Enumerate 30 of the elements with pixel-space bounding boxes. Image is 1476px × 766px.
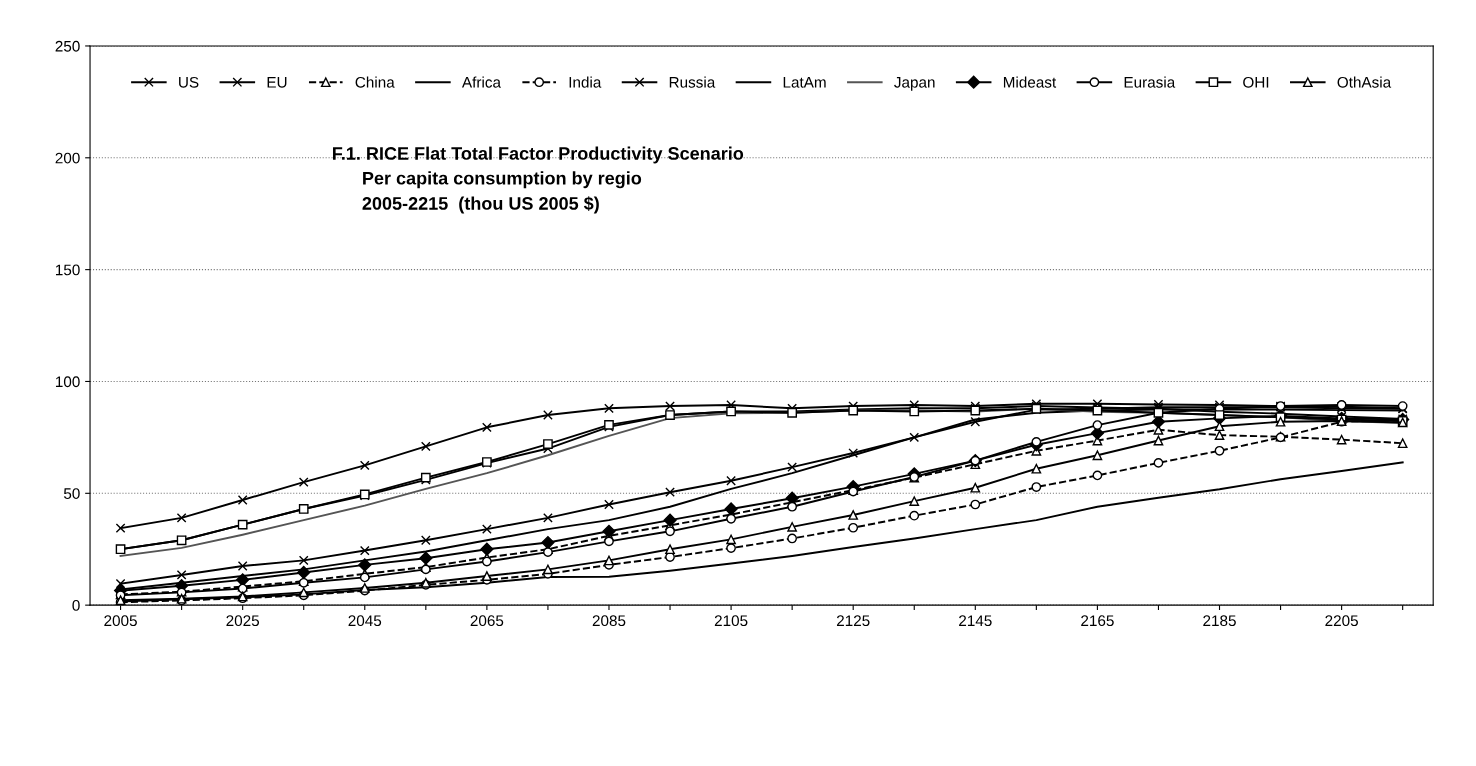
legend-label: China — [355, 76, 395, 88]
legend-label: US — [179, 76, 199, 88]
y-tick-label: 150 — [55, 264, 80, 276]
x-tick-label: 2125 — [836, 615, 870, 627]
y-tick-label: 200 — [55, 152, 80, 164]
legend-label: LatAm — [783, 77, 826, 88]
legend-label: India — [569, 76, 602, 88]
y-tick-label: 250 — [55, 40, 80, 52]
legend-label: Russia — [669, 76, 716, 88]
x-tick-label: 2205 — [1325, 615, 1358, 627]
legend-label: OthAsia — [1337, 76, 1392, 88]
legend-label: EU — [267, 77, 287, 88]
legend-label: OHI — [1243, 76, 1269, 88]
x-tick-label: 2065 — [470, 615, 504, 627]
y-tick-label: 0 — [72, 600, 80, 611]
x-tick-label: 2025 — [226, 615, 260, 627]
x-tick-label: 2005 — [104, 615, 137, 627]
y-tick-label: 50 — [63, 488, 80, 499]
x-tick-label: 2165 — [1081, 615, 1114, 627]
legend-label: Mideast — [1003, 76, 1057, 88]
legend-label: Africa — [461, 76, 501, 88]
legend-label: Eurasia — [1124, 76, 1176, 88]
x-tick-label: 2185 — [1203, 615, 1236, 627]
x-tick-label: 2105 — [714, 615, 748, 627]
x-tick-label: 2145 — [959, 615, 992, 627]
text: F.1. RICE Flat Total Factor Productivity Scenario Per capita consumption by regio 2005-2215 (thou US 2005 $) — [333, 146, 744, 214]
x-tick-label: 2045 — [348, 615, 382, 627]
x-tick-label: 2085 — [592, 615, 626, 627]
y-tick-label: 100 — [55, 376, 80, 388]
legend-label: Japan — [894, 77, 935, 91]
